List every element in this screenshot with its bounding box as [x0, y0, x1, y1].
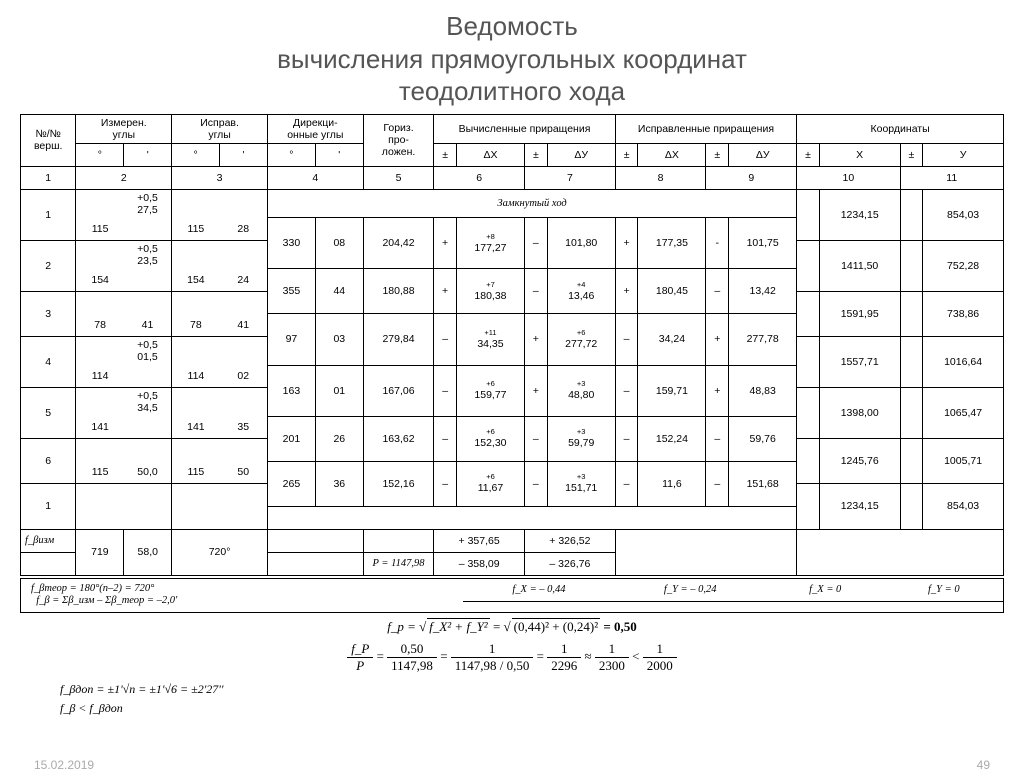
page-title: Ведомость вычисления прямоугольных коорд…	[20, 10, 1004, 108]
hdr-corrinc: Исправленные приращения	[615, 114, 796, 143]
header-row-2: °' °' °' ±ΔX±ΔУ ±ΔX±ΔУ ±X±У	[21, 143, 1004, 166]
formula-bar: f_βтеор = 180°(n–2) = 720° f_β = Σβ_изм …	[20, 578, 1004, 613]
hdr-corr: Исправ. углы	[172, 114, 268, 143]
ratio-formula: f_PP = 0,501147,98 = 11147,98 / 0,50 = 1…	[20, 641, 1004, 674]
fbcmp-row: f_β < f_βдоп	[20, 699, 1004, 718]
fbdop-row: f_βдоп = ±1'√n = ±1'√6 = ±2'27''	[20, 680, 1004, 699]
footer-date: 15.02.2019	[34, 758, 94, 772]
hdr-dist: Гориз. про- ложен.	[363, 114, 434, 166]
header-row-3: 1 2 3 4 5 67 89 1011	[21, 166, 1004, 189]
sum-row: f_βизм71958,0720°+ 357,65+ 326,52	[21, 529, 1004, 552]
hdr-meas: Измерен. углы	[76, 114, 172, 143]
table-row: 1+0,527,5Замкнутый ход1234,15854,03	[21, 189, 1004, 218]
footer: 15.02.2019 49	[20, 758, 1004, 772]
hdr-dir: Дирекци- онные углы	[267, 114, 363, 143]
hdr-coords: Координаты	[797, 114, 1004, 143]
footer-page: 49	[977, 758, 990, 772]
coord-table: №/№ верш. Измерен. углы Исправ. углы Дир…	[20, 114, 1004, 576]
header-row-1: №/№ верш. Измерен. углы Исправ. углы Дир…	[21, 114, 1004, 143]
hdr-calc: Вычисленные приращения	[434, 114, 615, 143]
hdr-vertex: №/№ верш.	[21, 114, 76, 166]
fp-formula: f_p = √f_X² + f_Y² = √(0,44)² + (0,24)² …	[20, 619, 1004, 635]
